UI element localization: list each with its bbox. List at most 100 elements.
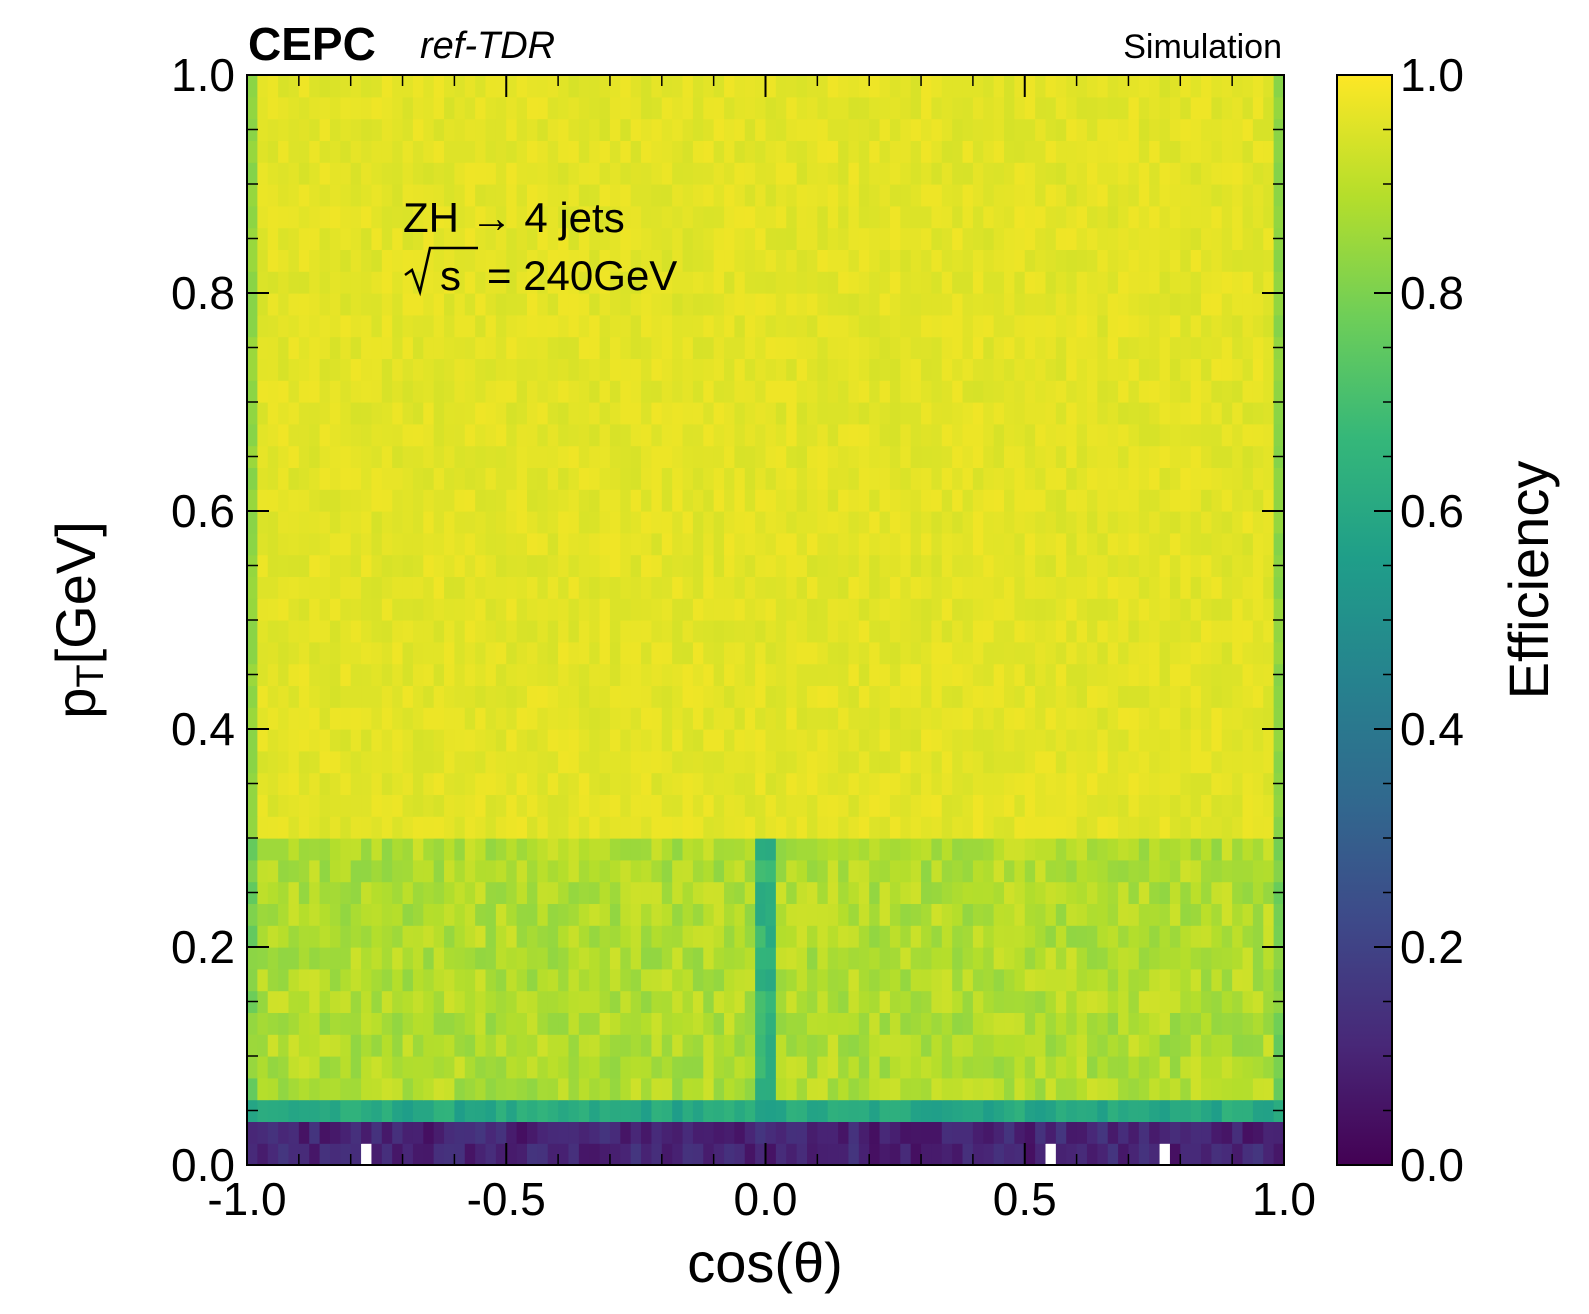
heatmap-cell [257, 1012, 269, 1035]
heatmap-cell [734, 707, 746, 730]
heatmap-cell [319, 576, 331, 599]
heatmap-cell [651, 968, 663, 992]
heatmap-cell [1066, 816, 1078, 839]
heatmap-cell [1180, 816, 1192, 839]
heatmap-cell [713, 75, 725, 98]
heatmap-cell [1128, 1121, 1140, 1144]
heatmap-cell [1190, 859, 1202, 883]
heatmap-cell [972, 947, 984, 970]
heatmap-cell [952, 423, 964, 447]
heatmap-cell [910, 118, 922, 141]
heatmap-cell [734, 227, 746, 250]
heatmap-cell [941, 511, 953, 534]
heatmap-cell [1024, 96, 1036, 120]
heatmap-cell [1149, 881, 1161, 904]
heatmap-cell [402, 794, 414, 817]
heatmap-cell [921, 314, 933, 338]
heatmap-cell [1066, 576, 1078, 599]
heatmap-cell [1076, 532, 1088, 556]
heatmap-cell [1066, 903, 1078, 926]
heatmap-cell [1004, 1077, 1015, 1101]
heatmap-cell [672, 489, 684, 512]
heatmap-cell [734, 271, 746, 294]
heatmap-cell [1221, 118, 1233, 141]
heatmap-cell [1086, 772, 1098, 795]
heatmap-cell [1221, 467, 1233, 490]
heatmap-cell [1118, 467, 1130, 490]
heatmap-cell [1180, 140, 1192, 163]
heatmap-cell [558, 423, 570, 447]
heatmap-cell [1180, 990, 1192, 1013]
heatmap-cell [724, 598, 735, 621]
heatmap-cell [1149, 140, 1161, 163]
heatmap-cell [589, 772, 601, 795]
heatmap-cell [464, 838, 476, 861]
heatmap-cell [340, 336, 352, 359]
heatmap-cell [972, 271, 984, 294]
heatmap-cell [921, 205, 933, 229]
heatmap-cell [1252, 162, 1264, 185]
heatmap-cell [1107, 511, 1119, 534]
heatmap-cell [371, 598, 383, 621]
heatmap-cell [402, 336, 414, 359]
heatmap-cell [340, 467, 352, 490]
heatmap-cell [1128, 271, 1140, 294]
heatmap-cell [869, 925, 881, 948]
heatmap-cell [1035, 336, 1047, 359]
heatmap-cell [537, 859, 549, 883]
heatmap-cell [278, 96, 290, 120]
heatmap-cell [848, 336, 860, 359]
heatmap-cell [755, 1121, 767, 1144]
heatmap-cell [578, 423, 590, 447]
heatmap-cell [1169, 554, 1181, 577]
heatmap-cell [475, 1099, 487, 1122]
heatmap-cell [319, 1077, 331, 1101]
heatmap-cell [1055, 838, 1067, 861]
heatmap-cell [734, 794, 746, 817]
heatmap-cell [858, 358, 870, 381]
heatmap-cell [869, 402, 881, 425]
heatmap-cell [485, 641, 497, 665]
heatmap-cell [1221, 1056, 1233, 1079]
heatmap-cell [309, 685, 321, 708]
heatmap-cell [412, 816, 424, 839]
heatmap-cell [910, 620, 922, 643]
heatmap-cell [817, 271, 829, 294]
heatmap-cell [329, 750, 341, 774]
heatmap-cell [1190, 947, 1202, 970]
heatmap-cell [1180, 96, 1192, 120]
heatmap-cell [1045, 663, 1057, 686]
heatmap-cell [630, 205, 642, 229]
heatmap-cell [298, 205, 310, 229]
heatmap-cell [350, 489, 362, 512]
heatmap-cell [298, 227, 310, 250]
heatmap-cell [775, 1099, 787, 1122]
heatmap-cell [941, 750, 953, 774]
heatmap-cell [526, 881, 538, 904]
heatmap-cell [734, 1143, 746, 1166]
heatmap-cell [526, 293, 538, 316]
heatmap-cell [589, 750, 601, 774]
heatmap-cell [900, 925, 912, 948]
heatmap-cell [1004, 75, 1015, 98]
heatmap-cell [817, 968, 829, 992]
heatmap-cell [1242, 205, 1254, 229]
heatmap-cell [1097, 707, 1109, 730]
heatmap-cell [495, 336, 507, 359]
heatmap-cell [817, 184, 829, 207]
heatmap-cell [1076, 859, 1088, 883]
heatmap-cell [1004, 140, 1015, 163]
heatmap-cell [454, 336, 466, 359]
heatmap-cell [921, 511, 933, 534]
heatmap-cell [724, 162, 735, 185]
heatmap-cell [485, 903, 497, 926]
heatmap-cell [775, 140, 787, 163]
heatmap-cell [1211, 729, 1223, 752]
heatmap-cell [298, 663, 310, 686]
heatmap-cell [516, 598, 528, 621]
heatmap-cell [599, 162, 611, 185]
heatmap-cell [423, 641, 435, 665]
heatmap-cell [1242, 118, 1254, 141]
heatmap-cell [495, 794, 507, 817]
heatmap-cell [661, 990, 673, 1013]
